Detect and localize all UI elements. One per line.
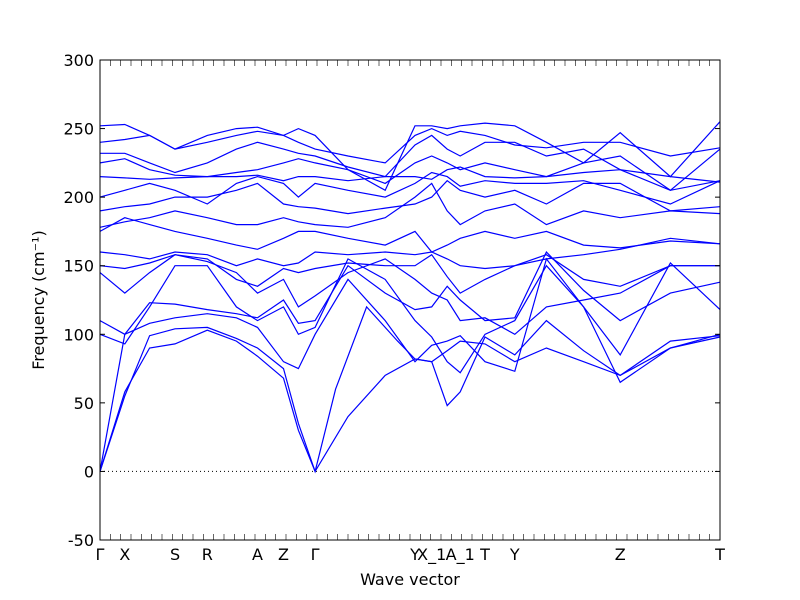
x-tick-label-2: X — [119, 545, 130, 564]
band-line-7 — [99, 253, 720, 294]
band-line-12 — [99, 171, 721, 205]
x-tick-label-13: Z — [615, 545, 626, 564]
band-line-5 — [99, 250, 721, 336]
band-line-17 — [99, 121, 721, 192]
band-line-9 — [99, 217, 721, 253]
x-tick-label-1: Γ — [96, 545, 105, 564]
x-tick-label-9: X_1 — [417, 545, 446, 565]
y-tick-label: 300 — [63, 51, 94, 70]
plot-area — [100, 60, 720, 540]
y-tick-label: 0 — [84, 462, 94, 481]
band-line-15 — [100, 134, 721, 191]
x-tick-label-4: R — [202, 545, 213, 564]
x-tick-label-11: T — [479, 545, 490, 564]
x-tick-label-14: T — [714, 545, 725, 564]
band-line-8 — [99, 237, 721, 270]
band-line-4 — [99, 258, 721, 374]
x-axis-title: Wave vector — [360, 570, 460, 589]
band-line-10 — [99, 182, 721, 228]
y-tick-label: 200 — [63, 188, 94, 207]
band-line-2 — [99, 305, 721, 474]
x-tick-label-12: Y — [509, 545, 520, 564]
y-tick-label: 100 — [63, 325, 94, 344]
x-tick-label-6: Z — [278, 545, 289, 564]
band-line-1 — [99, 329, 721, 473]
y-tick-label: 250 — [63, 120, 94, 139]
band-line-11 — [99, 179, 721, 215]
y-tick-label: 50 — [74, 394, 94, 413]
x-tick-label-3: S — [170, 545, 180, 564]
x-tick-label-7: Γ — [311, 545, 320, 564]
band-line-3 — [99, 257, 721, 472]
band-line-6 — [99, 254, 720, 336]
y-tick-label: -50 — [68, 531, 94, 550]
y-axis-title: Frequency (cm⁻¹) — [29, 230, 48, 369]
y-tick-label: 150 — [63, 257, 94, 276]
x-tick-label-8: Y — [409, 545, 420, 564]
x-tick-label-10: A_1 — [446, 545, 475, 565]
band-line-16 — [99, 127, 721, 164]
x-tick-label-5: A — [252, 545, 263, 564]
band-line-14 — [99, 155, 721, 191]
